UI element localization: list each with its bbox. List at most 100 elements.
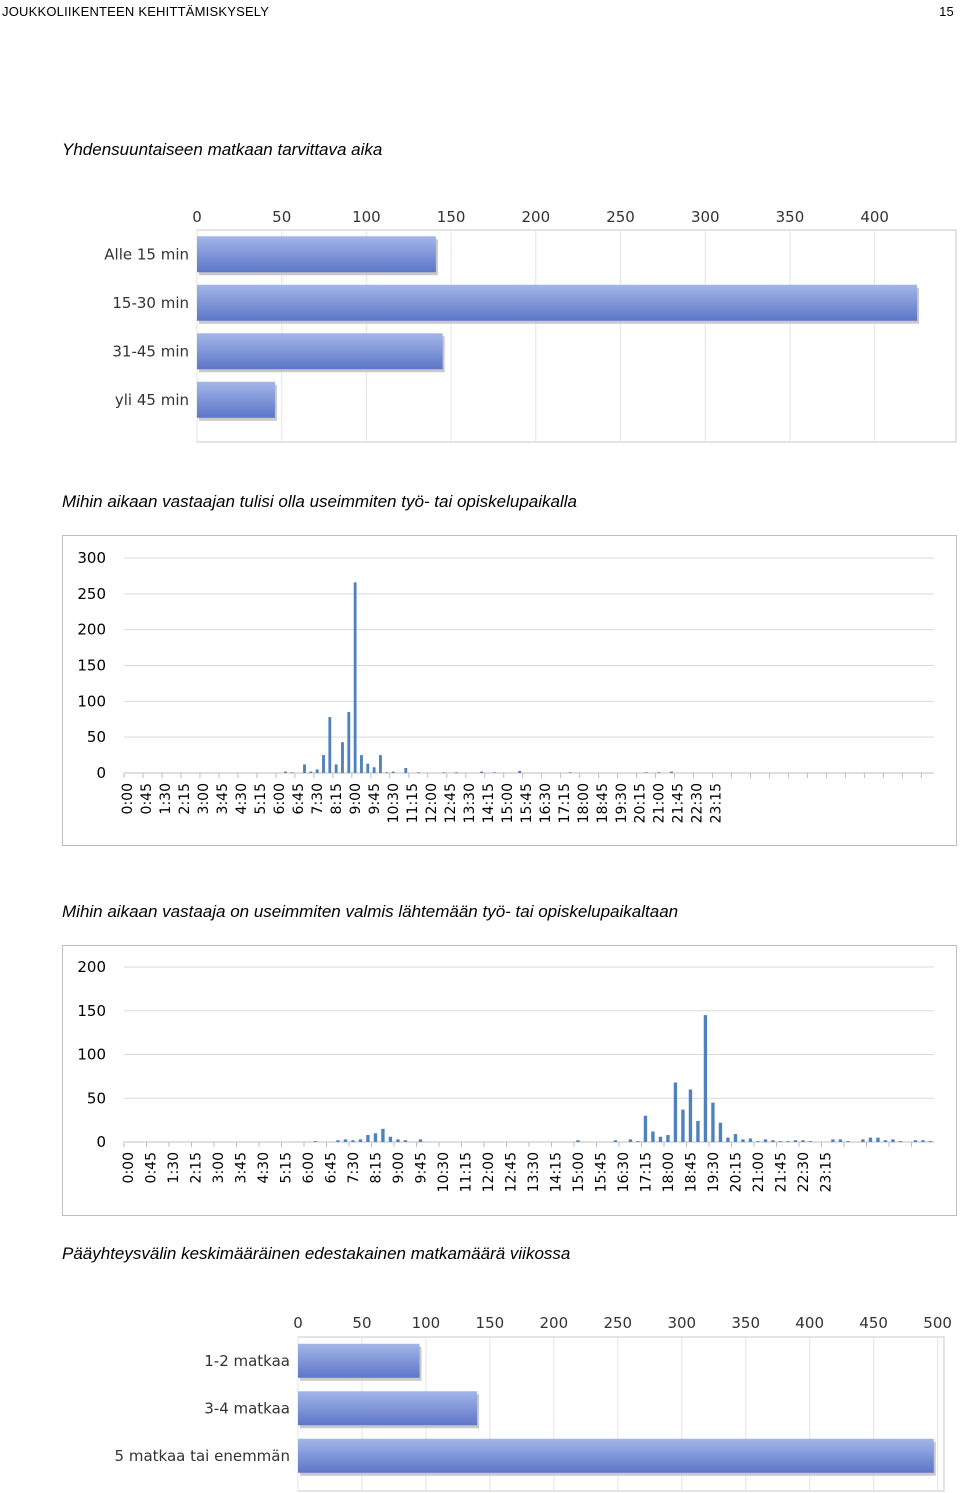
x-tick-label: 17:15	[638, 1152, 654, 1192]
x-tick-label: 500	[923, 1314, 952, 1332]
column-bar	[786, 1141, 790, 1142]
x-tick-label: 21:00	[652, 783, 668, 823]
x-tick-label: 3:00	[211, 1152, 227, 1183]
x-tick-label: 11:15	[458, 1152, 474, 1192]
x-tick-label: 9:45	[413, 1152, 429, 1183]
x-tick-label: 18:45	[683, 1152, 699, 1192]
document-header-title: JOUKKOLIIKENTEEN KEHITTÄMISKYSELY	[2, 4, 270, 19]
column-bar	[846, 1141, 850, 1142]
column-bar	[360, 755, 363, 773]
x-tick-label: 15:45	[593, 1152, 609, 1192]
x-tick-label: 12:00	[481, 1152, 497, 1192]
x-tick-label: 400	[860, 208, 889, 226]
column-bar	[372, 767, 376, 773]
column-bar	[373, 1133, 378, 1142]
column-bar	[876, 1137, 880, 1142]
x-tick-label: 10:30	[386, 783, 402, 823]
x-tick-label: 200	[540, 1314, 569, 1332]
y-tick-label: 50	[87, 1089, 106, 1107]
column-bar	[771, 1140, 775, 1142]
x-tick-label: 3:00	[196, 783, 212, 814]
column-bar	[568, 772, 572, 773]
column-bar	[733, 1134, 738, 1142]
bar	[197, 284, 918, 321]
y-tick-label: 150	[77, 657, 106, 675]
x-tick-label: 250	[603, 1314, 632, 1332]
x-tick-label: 10:30	[436, 1152, 452, 1192]
column-bar	[883, 1140, 888, 1142]
category-label: 5 matkaa tai enemmän	[115, 1447, 290, 1465]
bar	[197, 381, 275, 418]
x-tick-label: 15:45	[519, 783, 535, 823]
x-tick-label: 14:15	[548, 1152, 564, 1192]
x-tick-label: 22:30	[796, 1152, 812, 1192]
column-bar	[379, 755, 382, 773]
x-tick-label: 16:30	[616, 1152, 632, 1192]
departure-time-chart: 200 150 100 50 0 0:00 0:45 1:30 2:15 3:00 3:45 4:30…	[62, 945, 957, 1216]
column-bar	[284, 771, 287, 773]
y-tick-label: 100	[77, 1046, 106, 1064]
category-label: 15-30 min	[112, 294, 189, 312]
column-bar	[341, 742, 344, 773]
x-tick-label: 21:00	[751, 1152, 767, 1192]
x-tick-label: 300	[691, 208, 720, 226]
column-bar	[756, 1141, 760, 1142]
x-tick-label: 6:00	[272, 783, 288, 814]
column-bar	[480, 771, 484, 773]
y-tick-label: 200	[77, 958, 106, 976]
arrival-time-caption: Mihin aikaan vastaajan tulisi olla useim…	[62, 492, 577, 511]
column-bar	[351, 1140, 355, 1142]
column-bar	[696, 1121, 700, 1142]
x-tick-label: 200	[522, 208, 551, 226]
x-tick-label: 12:45	[443, 783, 459, 823]
x-tick-label: 17:15	[557, 783, 573, 823]
x-tick-label: 18:45	[595, 783, 611, 823]
y-tick-label: 200	[77, 621, 106, 639]
bar	[197, 236, 436, 273]
x-tick-label: 2:15	[188, 1152, 204, 1183]
column-bar	[898, 1141, 903, 1142]
column-bar	[921, 1140, 925, 1142]
column-bar	[518, 770, 522, 773]
column-bar	[831, 1139, 835, 1142]
bar	[197, 333, 443, 370]
x-tick-label: 18:00	[576, 783, 592, 823]
y-tick-label: 300	[77, 549, 106, 567]
x-tick-label: 5:15	[253, 783, 269, 814]
column-bar	[670, 771, 673, 773]
column-bar	[315, 769, 319, 773]
bar	[298, 1391, 478, 1426]
column-bar	[673, 1082, 678, 1142]
column-bar	[838, 1139, 843, 1142]
category-label: Alle 15 min	[104, 245, 189, 263]
bar	[298, 1343, 420, 1378]
x-tick-label: 7:30	[346, 1152, 362, 1183]
x-tick-label: 3:45	[233, 1152, 249, 1183]
column-bar	[613, 1140, 618, 1142]
trips-caption: Pääyhteysvälin keskimääräinen edestakain…	[62, 1244, 571, 1263]
x-tick-label: 9:00	[391, 1152, 407, 1183]
category-label: 3-4 matkaa	[204, 1399, 290, 1417]
travel-time-caption: Yhdensuuntaiseen matkaan tarvittava aika	[62, 140, 383, 159]
column-bar	[328, 717, 332, 773]
column-bar	[492, 772, 496, 773]
x-tick-label: 7:30	[310, 783, 326, 814]
category-label: 31-45 min	[112, 342, 189, 360]
column-bar	[347, 712, 351, 773]
column-bar	[396, 1139, 400, 1142]
x-tick-label: 100	[352, 208, 381, 226]
x-tick-label: 0:00	[121, 1152, 137, 1183]
trips-chart: 0 50 100 150 200 250 300 350 400 450 500 1-2 matkaa…	[62, 1305, 958, 1493]
x-tick-label: 8:15	[368, 1152, 384, 1183]
x-tick-label: 1:30	[166, 1152, 182, 1183]
column-bar	[801, 1140, 805, 1142]
x-tick-label: 23:15	[818, 1152, 834, 1192]
column-bar	[861, 1139, 865, 1142]
x-tick-label: 1:30	[158, 783, 174, 814]
x-tick-label: 0	[293, 1314, 303, 1332]
category-label: 1-2 matkaa	[204, 1352, 290, 1370]
x-tick-label: 8:15	[329, 783, 345, 814]
x-tick-label: 0:45	[143, 1152, 159, 1183]
column-bar	[928, 1141, 933, 1142]
y-tick-label: 250	[77, 585, 106, 603]
